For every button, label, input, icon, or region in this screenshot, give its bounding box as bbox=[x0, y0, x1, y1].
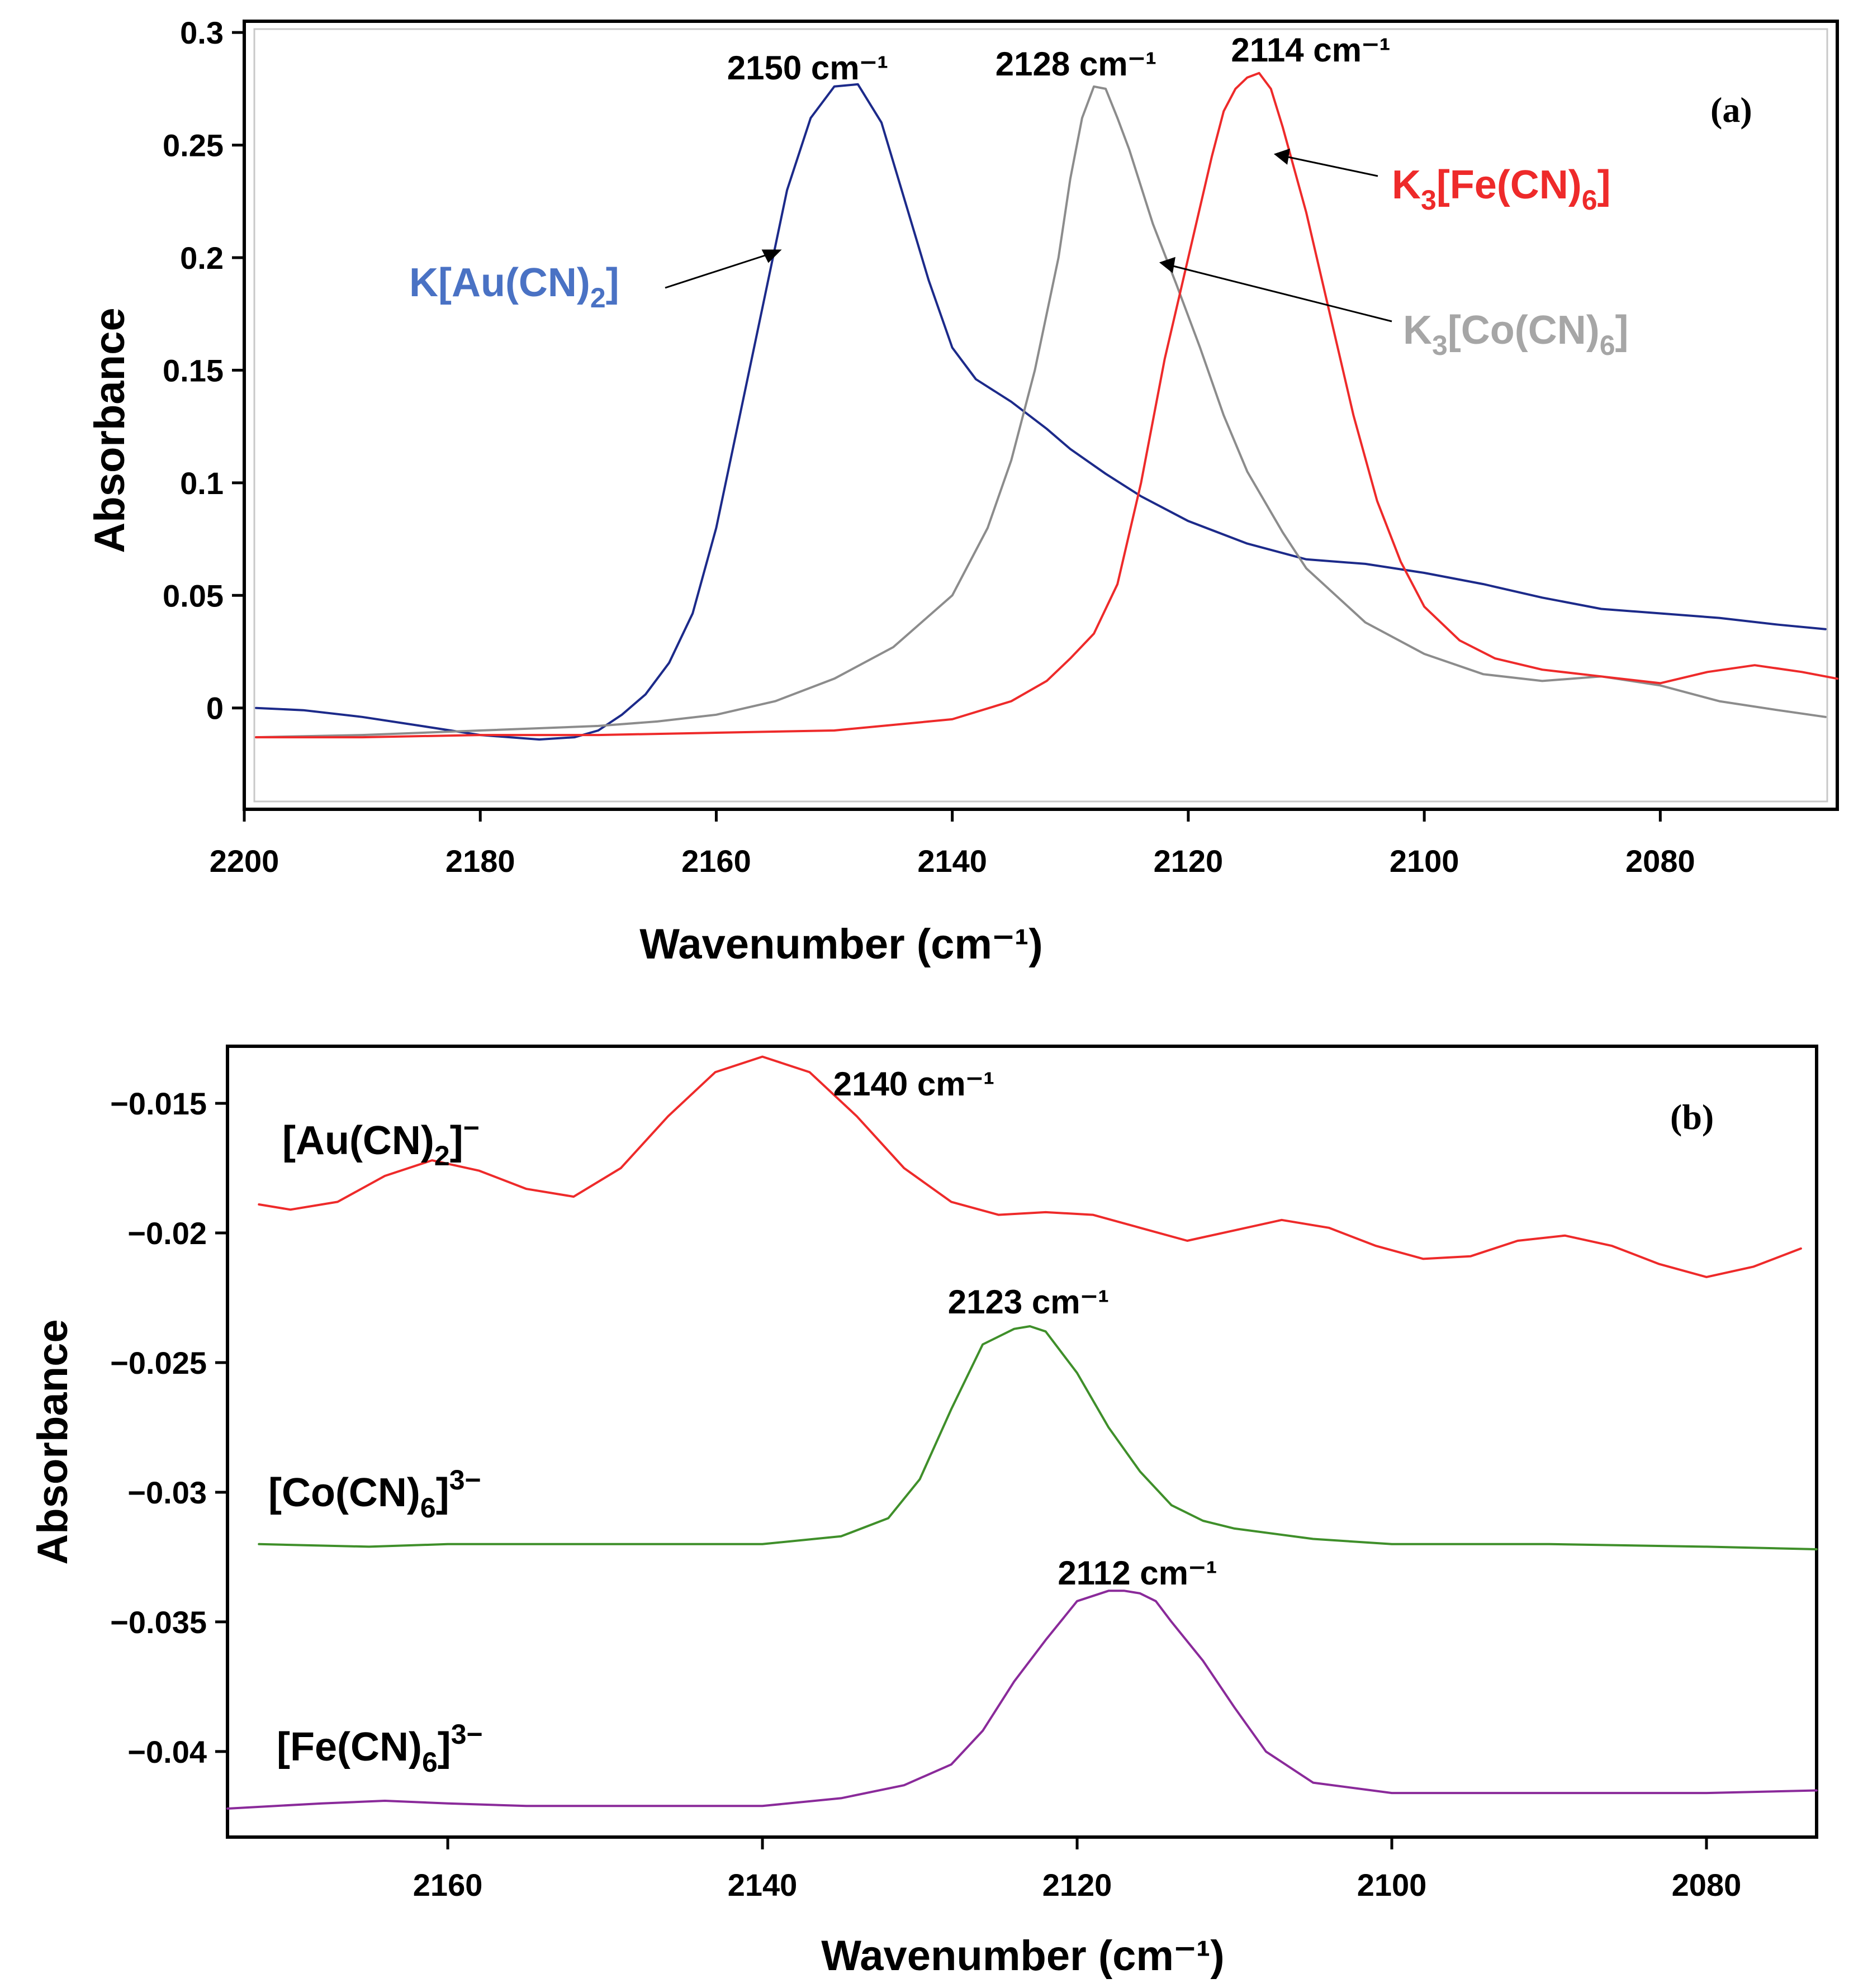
panel-a-peak-label-au: 2150 cm⁻¹ bbox=[727, 49, 889, 87]
panel-b-peak-label-au: 2140 cm⁻¹ bbox=[833, 1065, 995, 1103]
panel-a-arrows bbox=[665, 148, 1392, 322]
legend-b-au-sup: − bbox=[463, 1112, 480, 1144]
series-line-1 bbox=[258, 1325, 1818, 1550]
y-tick-label: −0.025 bbox=[110, 1345, 207, 1380]
panel-a-curves bbox=[255, 72, 1838, 741]
arrow-co-line bbox=[1170, 264, 1392, 322]
y-tick-label: −0.02 bbox=[127, 1216, 207, 1251]
legend-fe-tail: [Fe(CN) bbox=[1437, 163, 1582, 207]
arrow-fe-head bbox=[1273, 148, 1290, 165]
panel-a-legend-fe: K3[Fe(CN)6] bbox=[1392, 163, 1611, 216]
x-tick-label: 2100 bbox=[1390, 843, 1459, 879]
x-tick-label: 2160 bbox=[681, 843, 751, 879]
x-tick-label: 2080 bbox=[1672, 1867, 1742, 1902]
legend-au-main: K[Au(CN) bbox=[409, 260, 590, 305]
x-tick-label: 2140 bbox=[728, 1867, 798, 1902]
legend-b-fe-main: [Fe(CN) bbox=[277, 1725, 422, 1769]
arrow-co-head bbox=[1159, 257, 1175, 273]
panel-a-legend-co: K3[Co(CN)6] bbox=[1403, 308, 1629, 361]
panel-b-label: (b) bbox=[1670, 1097, 1714, 1137]
x-tick-label: 2120 bbox=[1154, 843, 1224, 879]
legend-b-fe-sub: 6 bbox=[422, 1747, 438, 1778]
x-tick-label: 2180 bbox=[445, 843, 515, 879]
legend-b-co-tail: ] bbox=[436, 1470, 449, 1515]
legend-fe-sub2: 6 bbox=[1582, 184, 1597, 216]
legend-fe-main: K bbox=[1392, 163, 1421, 207]
y-tick-label: 0.2 bbox=[180, 240, 224, 276]
y-tick-label: −0.015 bbox=[110, 1086, 207, 1121]
panel-a-label: (a) bbox=[1710, 90, 1752, 130]
y-tick-label: −0.04 bbox=[127, 1734, 207, 1769]
y-tick-label: 0.05 bbox=[163, 578, 224, 613]
panel-a-frame bbox=[243, 20, 1839, 811]
legend-b-au-tail: ] bbox=[450, 1118, 463, 1163]
panel-b-legend-co: [Co(CN)6]3− bbox=[268, 1464, 481, 1524]
x-tick-label: 2120 bbox=[1042, 1867, 1112, 1902]
x-tick-label: 2100 bbox=[1357, 1867, 1427, 1902]
y-tick-label: 0.1 bbox=[180, 466, 224, 501]
legend-co-tail2: ] bbox=[1615, 308, 1629, 353]
legend-au-sub: 2 bbox=[590, 282, 606, 314]
y-tick-label: −0.03 bbox=[127, 1475, 207, 1510]
series-line-2 bbox=[226, 1590, 1818, 1810]
legend-co-main: K bbox=[1403, 308, 1432, 353]
y-tick-label: 0.25 bbox=[163, 128, 224, 163]
legend-b-co-sup: 3− bbox=[449, 1464, 481, 1496]
panel-a-y-axis-title: Absorbance bbox=[86, 307, 134, 553]
arrow-au-head bbox=[761, 249, 782, 263]
arrow-fe-line bbox=[1285, 155, 1378, 177]
panel-b-legend-au: [Au(CN)2]− bbox=[282, 1112, 480, 1171]
panel-a-inner-frame bbox=[253, 28, 1828, 803]
legend-b-co-sub: 6 bbox=[420, 1492, 436, 1524]
panel-a-peak-label-co: 2128 cm⁻¹ bbox=[996, 45, 1157, 83]
legend-b-au-main: [Au(CN) bbox=[282, 1118, 434, 1163]
x-tick-label: 2080 bbox=[1625, 843, 1695, 879]
panel-a-x-axis-title: Wavenumber (cm⁻¹) bbox=[639, 921, 1042, 968]
legend-co-tail: [Co(CN) bbox=[1448, 308, 1600, 353]
y-tick-label: 0.3 bbox=[180, 15, 224, 50]
legend-co-sub: 3 bbox=[1432, 330, 1448, 361]
panel-b-peak-label-co: 2123 cm⁻¹ bbox=[948, 1283, 1110, 1321]
panel-b: 2160 2140 2120 2100 2080 −0.015 −0.02 −0.025 −0.… bbox=[29, 1045, 1818, 1980]
legend-co-sub2: 6 bbox=[1600, 330, 1615, 361]
x-tick-label: 2200 bbox=[210, 843, 279, 879]
x-tick-label: 2140 bbox=[917, 843, 987, 879]
legend-b-fe-tail: ] bbox=[438, 1725, 451, 1769]
panel-a-legend-au: K[Au(CN)2] bbox=[409, 260, 619, 314]
panel-a-peak-label-fe: 2114 cm⁻¹ bbox=[1231, 31, 1390, 69]
arrow-au-line bbox=[665, 253, 769, 289]
panel-a: 2200 2180 2160 2140 2120 2100 2080 0 0.05 0.1 0.15… bbox=[86, 15, 1839, 968]
x-tick-label: 2160 bbox=[413, 1867, 483, 1902]
panel-b-peak-label-fe: 2112 cm⁻¹ bbox=[1058, 1554, 1217, 1592]
legend-fe-tail2: ] bbox=[1597, 163, 1611, 207]
legend-au-tail: ] bbox=[606, 260, 619, 305]
panel-b-frame bbox=[226, 1045, 1818, 1839]
panel-b-curves bbox=[226, 1055, 1818, 1810]
series-line-0 bbox=[255, 83, 1827, 741]
panel-b-legend-fe: [Fe(CN)6]3− bbox=[277, 1719, 483, 1778]
series-line-0 bbox=[258, 1055, 1802, 1278]
series-line-1 bbox=[255, 85, 1827, 739]
legend-b-au-sub: 2 bbox=[434, 1140, 450, 1171]
panel-b-ticks: 2160 2140 2120 2100 2080 −0.015 −0.02 −0.025 −0.… bbox=[110, 1086, 1741, 1902]
panel-b-y-axis-title: Absorbance bbox=[29, 1319, 77, 1564]
legend-b-fe-sup: 3− bbox=[451, 1719, 483, 1750]
legend-b-co-main: [Co(CN) bbox=[268, 1470, 420, 1515]
y-tick-label: −0.035 bbox=[110, 1605, 207, 1640]
y-tick-label: 0.15 bbox=[163, 353, 224, 388]
series-line-2 bbox=[255, 72, 1838, 739]
panel-b-x-axis-title: Wavenumber (cm⁻¹) bbox=[821, 1932, 1224, 1980]
y-tick-label: 0 bbox=[206, 691, 224, 726]
legend-fe-sub: 3 bbox=[1421, 184, 1437, 216]
panel-a-ticks: 2200 2180 2160 2140 2120 2100 2080 0 0.05 0.1 0.15… bbox=[163, 15, 1695, 879]
